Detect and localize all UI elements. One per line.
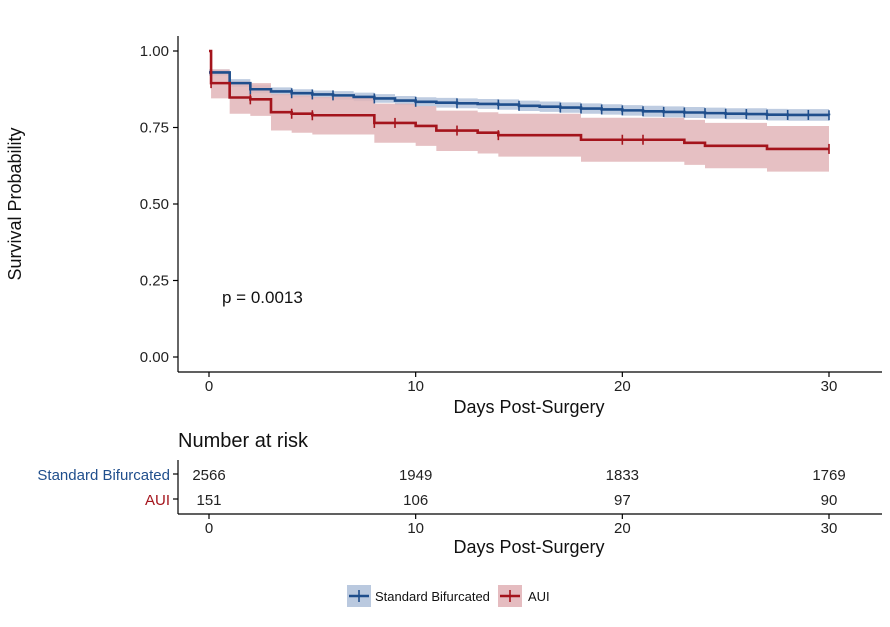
risk-row-label: AUI xyxy=(145,492,170,509)
y-tick-label: 1.00 xyxy=(140,43,169,60)
confidence-bands xyxy=(209,51,829,172)
risk-x-tick-label: 0 xyxy=(205,520,213,537)
ci-band-aui xyxy=(209,51,829,172)
legend-label-standard-bifurcated: Standard Bifurcated xyxy=(375,589,490,604)
x-tick-label: 20 xyxy=(614,378,631,395)
risk-count: 1833 xyxy=(606,467,639,484)
y-tick-label: 0.25 xyxy=(140,273,169,290)
risk-count: 1949 xyxy=(399,467,432,484)
x-axis-title: Days Post-Surgery xyxy=(453,397,604,417)
risk-x-tick-label: 10 xyxy=(407,520,424,537)
y-tick-label: 0.75 xyxy=(140,120,169,137)
risk-x-tick-label: 30 xyxy=(821,520,838,537)
risk-table-title: Number at risk xyxy=(178,430,309,452)
risk-count: 1769 xyxy=(812,467,845,484)
x-tick-label: 30 xyxy=(821,378,838,395)
risk-x-axis-ticks: 0 10 20 30 xyxy=(205,514,838,537)
risk-row-label: Standard Bifurcated xyxy=(37,467,170,484)
risk-count: 97 xyxy=(614,492,631,509)
legend: Standard Bifurcated AUI xyxy=(347,585,550,607)
p-value-annotation: p = 0.0013 xyxy=(222,288,303,307)
y-tick-label: 0.50 xyxy=(140,196,169,213)
risk-count: 90 xyxy=(821,492,838,509)
risk-table: Number at risk Standard Bifurcated 2566 19… xyxy=(37,430,882,557)
risk-count: 106 xyxy=(403,492,428,509)
main-plot: 0.00 0.25 0.50 0.75 1.00 0 10 20 30 Survival Pr… xyxy=(5,36,882,417)
risk-table-rows: Standard Bifurcated 2566 1949 1833 1769 AUI 15… xyxy=(37,467,845,509)
legend-label-aui: AUI xyxy=(528,589,550,604)
risk-count: 151 xyxy=(196,492,221,509)
risk-x-axis-title: Days Post-Surgery xyxy=(453,537,604,557)
risk-x-tick-label: 20 xyxy=(614,520,631,537)
y-tick-label: 0.00 xyxy=(140,349,169,366)
x-axis-ticks: 0 10 20 30 xyxy=(205,372,838,395)
x-tick-label: 0 xyxy=(205,378,213,395)
x-tick-label: 10 xyxy=(407,378,424,395)
censor-marks xyxy=(210,78,830,154)
risk-count: 2566 xyxy=(192,467,225,484)
y-axis-title: Survival Probability xyxy=(5,127,25,280)
y-axis-ticks: 0.00 0.25 0.50 0.75 1.00 xyxy=(140,43,178,366)
ci-band-standard-bifurcated xyxy=(209,69,829,122)
